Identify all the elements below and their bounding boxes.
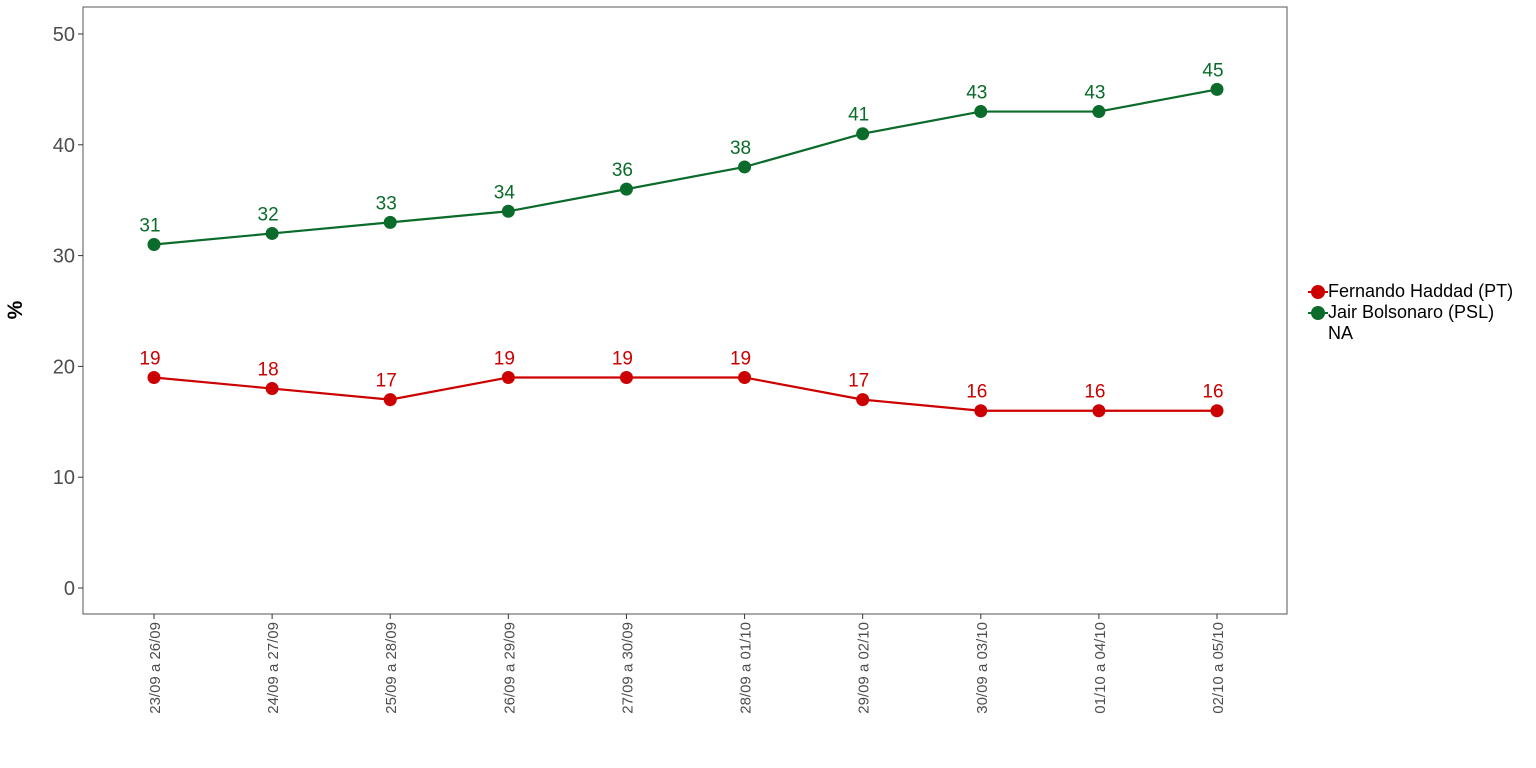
plot-panel [82, 6, 1288, 615]
data-point [738, 370, 752, 384]
data-label: 19 [730, 348, 751, 369]
x-axis: 23/09 a 26/09 24/09 a 27/09 25/09 a 28/09 2… [147, 614, 1227, 714]
legend-key-bolsonaro [1308, 303, 1328, 323]
legend-label-haddad: Fernando Haddad (PT) [1328, 281, 1514, 301]
x-tick-label: 24/09 a 27/09 [265, 622, 282, 714]
data-label: 16 [1084, 382, 1105, 403]
data-point [738, 160, 752, 174]
x-tick-label: 28/09 a 01/10 [738, 622, 755, 714]
legend-item-haddad: Fernando Haddad (PT) [1308, 281, 1513, 302]
data-label: 17 [376, 371, 397, 392]
data-point [974, 404, 988, 418]
data-label: 18 [258, 360, 279, 381]
data-point [383, 393, 397, 407]
x-tick-label: 29/09 a 02/10 [856, 622, 873, 714]
data-label: 19 [494, 348, 515, 369]
data-point [619, 370, 633, 384]
legend-item-na: NA [1308, 323, 1513, 344]
data-point [856, 127, 870, 141]
y-tick-label: 50 [53, 24, 75, 46]
data-point [974, 105, 988, 119]
x-tick-label: 30/09 a 03/10 [974, 622, 991, 714]
data-label: 19 [612, 348, 633, 369]
legend-label-bolsonaro: Jair Bolsonaro (PSL) [1328, 302, 1495, 322]
y-tick-label: 0 [64, 578, 75, 600]
data-label: 41 [848, 105, 869, 126]
y-tick-label: 20 [53, 356, 75, 378]
data-label: 36 [612, 160, 633, 181]
data-label: 33 [376, 193, 397, 214]
x-tick-label: 01/10 a 04/10 [1092, 622, 1109, 714]
data-label: 16 [1202, 382, 1223, 403]
data-label: 17 [848, 371, 869, 392]
data-point [265, 382, 279, 396]
data-point [147, 370, 161, 384]
data-label: 43 [966, 83, 987, 104]
x-tick-label: 23/09 a 26/09 [147, 622, 164, 714]
data-point [501, 204, 515, 218]
x-tick-label: 25/09 a 28/09 [383, 622, 400, 714]
data-point [501, 370, 515, 384]
data-label: 43 [1084, 83, 1105, 104]
data-point [1092, 105, 1106, 119]
data-point [856, 393, 870, 407]
data-point [383, 215, 397, 229]
series-1: 31 32 33 34 36 38 41 43 43 45 [139, 60, 1224, 252]
data-label: 34 [494, 182, 516, 203]
x-tick-label: 02/10 a 05/10 [1210, 622, 1227, 714]
x-tick-label: 27/09 a 30/09 [619, 622, 636, 714]
series-line [153, 376, 1217, 412]
y-tick-label: 30 [53, 246, 75, 268]
legend-item-bolsonaro: Jair Bolsonaro (PSL) [1308, 302, 1513, 323]
data-label: 38 [730, 138, 751, 159]
data-point [265, 226, 279, 240]
legend: Fernando Haddad (PT) Jair Bolsonaro (PSL… [1308, 281, 1513, 344]
data-point [147, 238, 161, 252]
data-point [1210, 404, 1224, 418]
x-tick-label: 26/09 a 29/09 [501, 622, 518, 714]
data-label: 31 [139, 216, 160, 237]
data-label: 16 [966, 382, 987, 403]
data-label: 45 [1202, 60, 1223, 81]
data-label: 32 [258, 204, 279, 225]
series-layer: 19 18 17 19 19 19 17 16 16 16 31 32 33 34 36 38 41 43 43 45 [139, 60, 1224, 418]
series-line [153, 88, 1218, 246]
y-axis-label: % [4, 300, 27, 319]
y-tick-label: 40 [53, 135, 75, 157]
legend-key-na [1308, 324, 1328, 344]
y-tick-label: 10 [53, 467, 75, 489]
data-point [619, 182, 633, 196]
legend-label-na: NA [1328, 323, 1354, 343]
data-point [1092, 404, 1106, 418]
data-point [1210, 82, 1224, 96]
data-label: 19 [139, 348, 160, 369]
legend-key-haddad [1308, 282, 1328, 302]
series-0: 19 18 17 19 19 19 17 16 16 16 [139, 348, 1224, 418]
y-axis: 0 10 20 30 40 50 [53, 24, 83, 600]
